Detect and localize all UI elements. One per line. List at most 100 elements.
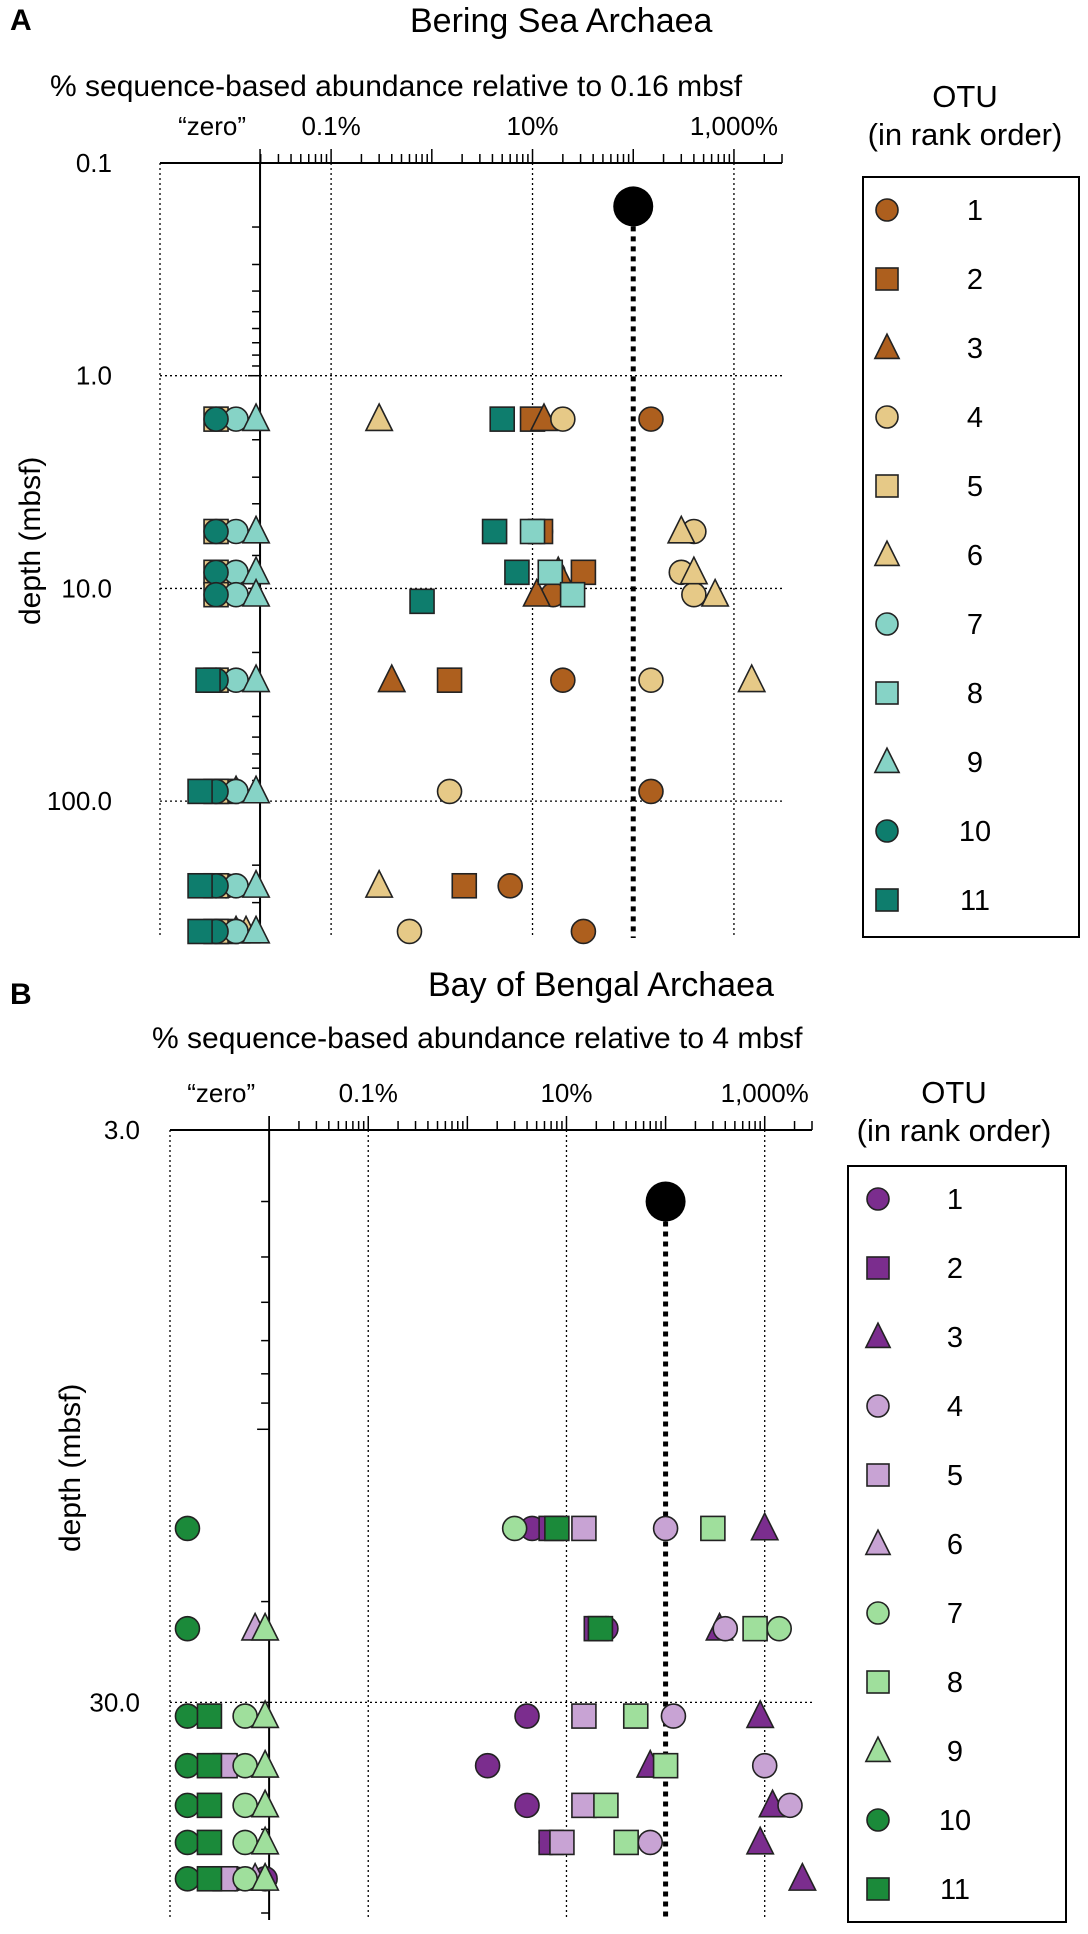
panel-b-legend-label-otu-7: 7 bbox=[947, 1598, 963, 1630]
panel-b-marker-otu-11 bbox=[196, 1792, 223, 1819]
panel-b-marker-otu-10 bbox=[174, 1515, 201, 1542]
panel-b-marker-otu-3 bbox=[787, 1861, 817, 1891]
panel-b-x-tick-label: 1,000% bbox=[721, 1078, 809, 1108]
panel-a-marker-otu-8 bbox=[537, 559, 564, 586]
panel-a-marker-otu-11 bbox=[187, 918, 213, 945]
panel-a-x-tick-label: 1,000% bbox=[690, 111, 778, 141]
panel-b-legend-title-line1: OTU bbox=[921, 1075, 987, 1110]
panel-a-marker-otu-4 bbox=[396, 918, 423, 945]
panel-a-marker-otu-9 bbox=[241, 577, 271, 607]
panel-b-marker-otu-1 bbox=[514, 1703, 540, 1729]
panel-b-marker-otu-1 bbox=[514, 1792, 540, 1819]
panel-a-legend-label-otu-9: 9 bbox=[967, 747, 983, 779]
panel-a-marker-otu-10 bbox=[203, 559, 229, 586]
panel-a-marker-otu-1 bbox=[550, 667, 576, 693]
panel-b-marker-otu-9 bbox=[250, 1861, 280, 1891]
panel-a-marker-otu-9 bbox=[241, 914, 271, 944]
panel-b-xlabel: % sequence-based abundance relative to 4… bbox=[152, 1022, 803, 1055]
panel-b-marker-otu-11 bbox=[196, 1829, 223, 1856]
panel-a-marker-otu-2 bbox=[570, 559, 597, 586]
panel-a-legend-label-otu-3: 3 bbox=[967, 333, 983, 365]
panel-b-marker-otu-8 bbox=[622, 1703, 649, 1729]
panel-b-marker-otu-3 bbox=[750, 1511, 780, 1541]
panel-b-x-tick-label-zero: “zero” bbox=[187, 1078, 255, 1108]
panel-b-title: Bay of Bengal Archaea bbox=[428, 966, 774, 1004]
panel-b-legend-label-otu-8: 8 bbox=[947, 1667, 963, 1699]
panel-b-legend-marker-otu-1 bbox=[866, 1187, 890, 1211]
panel-b-legend-marker-otu-10 bbox=[866, 1808, 890, 1832]
panel-a-marker-otu-6 bbox=[700, 577, 730, 607]
panel-b-legend-marker-otu-7 bbox=[866, 1601, 890, 1625]
panel-b-marker-otu-3 bbox=[745, 1825, 775, 1855]
panel-b-marker-otu-4 bbox=[652, 1515, 679, 1542]
panel-b-legend-box bbox=[847, 1165, 1067, 1923]
panel-b-marker-otu-9 bbox=[250, 1748, 280, 1778]
panel-a-legend-marker-otu-7 bbox=[875, 612, 899, 636]
panel-b-legend-title: OTU (in rank order) bbox=[836, 1074, 1072, 1150]
panel-a-marker-otu-9 bbox=[241, 514, 271, 544]
panel-b-legend-marker-otu-11 bbox=[866, 1877, 890, 1901]
panel-a-marker-otu-8 bbox=[519, 518, 546, 545]
panel-b-legend-label-otu-4: 4 bbox=[947, 1391, 963, 1423]
panel-b-marker-otu-10 bbox=[174, 1792, 201, 1819]
panel-a-legend-label-otu-5: 5 bbox=[967, 471, 983, 503]
panel-b-marker-otu-9 bbox=[250, 1825, 280, 1855]
panel-a-legend-marker-otu-10 bbox=[875, 819, 899, 843]
panel-b-legend-label-otu-10: 10 bbox=[939, 1805, 971, 1837]
panel-b-marker-otu-10 bbox=[174, 1752, 201, 1779]
panel-b-marker-otu-11 bbox=[196, 1752, 223, 1779]
panel-b-x-tick-label: 0.1% bbox=[339, 1078, 398, 1108]
panel-a-xlabel: % sequence-based abundance relative to 0… bbox=[50, 70, 743, 103]
panel-a-title: Bering Sea Archaea bbox=[410, 2, 713, 40]
panel-a-marker-otu-9 bbox=[241, 774, 271, 804]
panel-a-x-tick-label: 10% bbox=[507, 111, 559, 141]
panel-b-y-tick-label: 3.0 bbox=[104, 1115, 140, 1145]
panel-a-marker-otu-6 bbox=[364, 402, 394, 432]
panel-a-x-tick-label-zero: “zero” bbox=[178, 111, 246, 141]
panel-b-legend-label-otu-9: 9 bbox=[947, 1736, 963, 1768]
panel-b-marker-otu-10 bbox=[174, 1615, 201, 1642]
panel-b-marker-otu-7 bbox=[501, 1515, 528, 1542]
panel-a-marker-otu-6 bbox=[666, 514, 696, 544]
panel-b-marker-otu-8 bbox=[652, 1752, 679, 1779]
panel-a-legend-title-line1: OTU bbox=[932, 79, 998, 114]
panel-a-marker-otu-10 bbox=[203, 581, 229, 608]
panel-a-marker-otu-11 bbox=[187, 872, 213, 899]
panel-a-legend-label-otu-10: 10 bbox=[959, 816, 991, 848]
panel-a-marker-otu-4 bbox=[550, 406, 576, 432]
panel-b-legend-label-otu-6: 6 bbox=[947, 1529, 963, 1561]
panel-a-marker-otu-1 bbox=[570, 918, 597, 945]
panel-a-legend-title-line2: (in rank order) bbox=[867, 117, 1063, 152]
panel-a-marker-otu-9 bbox=[241, 402, 271, 432]
panel-a-legend-marker-otu-3 bbox=[873, 332, 901, 360]
panel-a-marker-otu-9 bbox=[241, 868, 271, 898]
panel-b-legend-title-line2: (in rank order) bbox=[856, 1113, 1052, 1148]
panel-a-y-tick-label: 100.0 bbox=[47, 786, 112, 816]
panel-b-legend-marker-otu-9 bbox=[864, 1735, 892, 1763]
panel-a-marker-otu-11 bbox=[489, 406, 516, 432]
panel-a-marker-otu-1 bbox=[497, 872, 523, 899]
panel-a-marker-otu-4 bbox=[638, 667, 664, 693]
panel-a-y-tick-label: 0.1 bbox=[76, 148, 112, 178]
panel-b-legend-marker-otu-2 bbox=[866, 1256, 890, 1280]
panel-a-legend-label-otu-8: 8 bbox=[967, 678, 983, 710]
panel-b-reference-point bbox=[645, 1181, 686, 1222]
panel-a-marker-otu-2 bbox=[436, 667, 463, 693]
panel-a-legend-label-otu-2: 2 bbox=[967, 264, 983, 296]
panel-a-marker-otu-10 bbox=[203, 518, 229, 545]
panel-a-marker-otu-11 bbox=[504, 559, 530, 586]
panel-a-marker-otu-3 bbox=[377, 663, 407, 693]
panel-a-marker-otu-3 bbox=[522, 577, 552, 607]
panel-b-marker-otu-8 bbox=[742, 1615, 768, 1642]
panel-b-legend-marker-otu-5 bbox=[866, 1463, 890, 1487]
panel-b-marker-otu-10 bbox=[174, 1703, 201, 1729]
panel-a-y-tick-label: 1.0 bbox=[76, 361, 112, 391]
panel-b-marker-otu-4 bbox=[751, 1752, 778, 1779]
panel-a-legend-marker-otu-8 bbox=[875, 681, 899, 705]
panel-b-legend-label-otu-1: 1 bbox=[947, 1184, 963, 1216]
panel-a-legend-label-otu-1: 1 bbox=[967, 195, 983, 227]
panel-a-legend-title: OTU (in rank order) bbox=[850, 78, 1080, 154]
panel-b-marker-otu-9 bbox=[250, 1699, 280, 1729]
panel-a-marker-otu-6 bbox=[364, 868, 394, 898]
panel-a-legend-box bbox=[862, 176, 1080, 938]
